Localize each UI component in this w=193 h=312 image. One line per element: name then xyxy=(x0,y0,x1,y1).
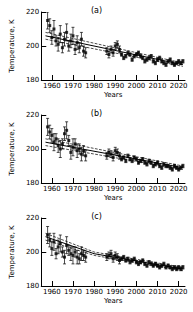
svg-text:2000: 2000 xyxy=(127,288,145,296)
svg-text:Years: Years xyxy=(103,91,123,99)
svg-text:Years: Years xyxy=(103,297,123,305)
svg-text:2010: 2010 xyxy=(149,82,167,90)
svg-text:180: 180 xyxy=(26,76,39,84)
svg-text:200: 200 xyxy=(26,42,39,50)
svg-text:1960: 1960 xyxy=(43,185,61,193)
svg-text:(b): (b) xyxy=(91,109,102,118)
svg-text:220: 220 xyxy=(26,111,39,119)
svg-text:1960: 1960 xyxy=(43,288,61,296)
svg-text:2020: 2020 xyxy=(170,185,188,193)
svg-text:180: 180 xyxy=(26,179,39,187)
svg-text:2020: 2020 xyxy=(170,288,188,296)
svg-text:1980: 1980 xyxy=(85,185,103,193)
svg-text:200: 200 xyxy=(26,145,39,153)
svg-text:2000: 2000 xyxy=(127,82,145,90)
svg-text:1970: 1970 xyxy=(64,288,82,296)
svg-text:Temperature, K: Temperature, K xyxy=(8,122,16,177)
svg-text:(c): (c) xyxy=(91,212,102,221)
svg-text:1960: 1960 xyxy=(43,82,61,90)
svg-text:220: 220 xyxy=(26,214,39,222)
svg-text:180: 180 xyxy=(26,282,39,290)
svg-text:Temperature, K: Temperature, K xyxy=(8,225,16,280)
svg-text:2020: 2020 xyxy=(170,82,188,90)
svg-text:(a): (a) xyxy=(91,6,102,15)
svg-text:1980: 1980 xyxy=(85,288,103,296)
svg-text:2010: 2010 xyxy=(149,288,167,296)
svg-text:1990: 1990 xyxy=(106,288,124,296)
svg-text:1970: 1970 xyxy=(64,82,82,90)
svg-text:1990: 1990 xyxy=(106,185,124,193)
svg-text:2000: 2000 xyxy=(127,185,145,193)
svg-text:1970: 1970 xyxy=(64,185,82,193)
svg-text:1980: 1980 xyxy=(85,82,103,90)
svg-text:200: 200 xyxy=(26,248,39,256)
svg-text:1990: 1990 xyxy=(106,82,124,90)
svg-text:Temperature, K: Temperature, K xyxy=(8,19,16,74)
svg-text:2010: 2010 xyxy=(149,185,167,193)
svg-text:220: 220 xyxy=(26,8,39,16)
svg-text:Years: Years xyxy=(103,194,123,202)
